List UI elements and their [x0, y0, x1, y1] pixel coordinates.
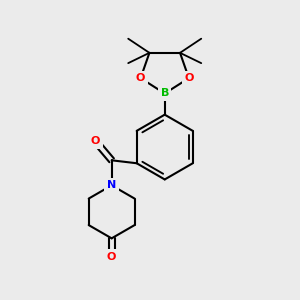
Text: O: O	[136, 73, 145, 83]
Text: N: N	[107, 180, 116, 190]
Text: O: O	[107, 252, 116, 262]
Text: O: O	[184, 73, 194, 83]
Text: O: O	[91, 136, 100, 146]
Text: B: B	[160, 88, 169, 98]
